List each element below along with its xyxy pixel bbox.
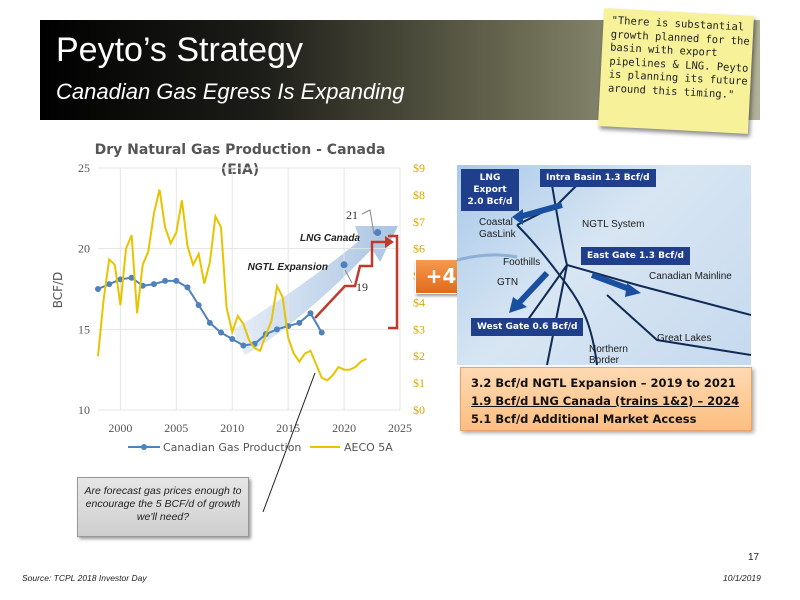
flow-arrow bbox=[514, 270, 550, 308]
pipeline-network bbox=[457, 184, 751, 365]
annotation-leader-19 bbox=[344, 269, 353, 284]
growth-step-arrow bbox=[314, 240, 385, 319]
data-point-canadian-gas-production bbox=[296, 319, 303, 326]
data-point-canadian-gas-production bbox=[128, 274, 135, 281]
y2-tick-label: $2 bbox=[413, 349, 425, 363]
pipeline-map: LNG Export 2.0 Bcf/d Intra Basin 1.3 Bcf… bbox=[457, 165, 751, 365]
summary-ngtl-line: 3.2 Bcf/d NGTL Expansion – 2019 to 2021 bbox=[471, 376, 736, 390]
gas-price-question-callout: Are forecast gas prices enough to encour… bbox=[77, 477, 249, 537]
data-point-canadian-gas-production bbox=[307, 310, 314, 317]
pipeline-line bbox=[606, 294, 751, 356]
data-point-canadian-gas-production bbox=[106, 281, 113, 288]
slide-date: 10/1/2019 bbox=[723, 573, 761, 583]
y2-tick-label: $0 bbox=[413, 403, 425, 417]
east-gate-box: East Gate 1.3 Bcf/d bbox=[581, 247, 690, 265]
growth-trend-arrow bbox=[232, 226, 398, 355]
data-point-canadian-gas-production bbox=[150, 281, 157, 288]
growth-step-arrowhead bbox=[385, 236, 394, 248]
y2-tick-label: $7 bbox=[413, 215, 425, 229]
y-tick-label: 10 bbox=[78, 403, 90, 417]
y2-tick-label: $8 bbox=[413, 188, 425, 202]
page-number: 17 bbox=[748, 552, 760, 563]
y2-tick-label: $3 bbox=[413, 322, 425, 336]
data-point-canadian-gas-production bbox=[206, 319, 213, 326]
y-tick-label: 25 bbox=[78, 161, 90, 175]
data-point-canadian-gas-production bbox=[173, 277, 180, 284]
summary-lng-line: 1.9 Bcf/d LNG Canada (trains 1&2) – 2024 bbox=[471, 394, 740, 408]
intra-basin-box: Intra Basin 1.3 Bcf/d bbox=[540, 169, 656, 187]
y2-tick-label: $6 bbox=[413, 242, 425, 256]
y2-tick-label: $9 bbox=[413, 161, 425, 175]
x-tick-label: 2010 bbox=[220, 421, 244, 435]
map-label-ngtl-system: NGTL System bbox=[582, 219, 645, 230]
y2-tick-label: $4 bbox=[413, 295, 425, 309]
series-line-aeco-5a bbox=[97, 189, 367, 382]
flow-arrowhead bbox=[509, 297, 527, 313]
legend-label-production: Canadian Gas Production bbox=[163, 441, 301, 454]
slide-title: Peyto’s Strategy bbox=[56, 31, 303, 69]
data-point-canadian-gas-production bbox=[195, 302, 202, 309]
map-label-foothills: Foothills bbox=[503, 257, 541, 268]
pipeline-line bbox=[457, 253, 518, 262]
data-point-canadian-gas-production bbox=[273, 326, 280, 333]
flow-arrowhead bbox=[625, 283, 641, 297]
chart-title: Dry Natural Gas Production - Canada (EIA… bbox=[94, 142, 386, 178]
annotation-value-21: 21 bbox=[346, 208, 358, 222]
pipeline-line bbox=[516, 224, 598, 365]
x-tick-label: 2015 bbox=[276, 421, 300, 435]
map-label-northern-border: Northern Border bbox=[589, 344, 628, 365]
data-point-canadian-gas-production bbox=[229, 336, 236, 343]
y-tick-label: 15 bbox=[78, 322, 90, 336]
callout-pointer bbox=[262, 372, 316, 513]
legend-marker-production bbox=[141, 444, 147, 450]
forecast-point-ngtl bbox=[340, 261, 348, 269]
west-gate-box: West Gate 0.6 Bcf/d bbox=[471, 318, 584, 336]
callout-text: Are forecast gas prices enough to encour… bbox=[84, 485, 242, 523]
data-point-canadian-gas-production bbox=[95, 286, 101, 292]
flow-arrow bbox=[590, 272, 634, 293]
data-point-canadian-gas-production bbox=[162, 277, 169, 284]
summary-total-line: 5.1 Bcf/d Additional Market Access bbox=[471, 412, 697, 426]
annotation-leader-21 bbox=[361, 209, 375, 235]
forecast-point-lng bbox=[374, 229, 382, 237]
flow-arrowhead bbox=[512, 209, 523, 225]
x-tick-label: 2000 bbox=[108, 421, 132, 435]
source-footnote: Source: TCPL 2018 Investor Day bbox=[22, 573, 147, 583]
map-label-gtn: GTN bbox=[497, 277, 519, 288]
market-access-summary: 3.2 Bcf/d NGTL Expansion – 2019 to 2021 … bbox=[460, 367, 752, 431]
x-tick-label: 2025 bbox=[388, 421, 412, 435]
annotation-ngtl-expansion: NGTL Expansion bbox=[248, 262, 328, 273]
annotation-value-19: 19 bbox=[356, 280, 368, 294]
y-tick-label: 20 bbox=[78, 242, 90, 256]
data-point-canadian-gas-production bbox=[240, 342, 247, 349]
pipeline-line bbox=[551, 184, 751, 316]
data-point-canadian-gas-production bbox=[218, 329, 225, 336]
annotation-lng-canada: LNG Canada bbox=[300, 233, 360, 244]
legend-label-aeco: AECO 5A bbox=[344, 441, 393, 454]
growth-bracket bbox=[388, 234, 399, 330]
data-point-canadian-gas-production bbox=[184, 284, 191, 291]
x-tick-label: 2005 bbox=[164, 421, 188, 435]
y-axis-title: BCF/D bbox=[51, 272, 65, 309]
map-label-canadian-mainline: Canadian Mainline bbox=[649, 271, 732, 282]
x-tick-label: 2020 bbox=[332, 421, 356, 435]
flow-arrow bbox=[518, 202, 563, 220]
map-label-great-lakes: Great Lakes bbox=[657, 333, 712, 344]
map-label-coastal-gaslink: Coastal GasLink bbox=[479, 217, 516, 240]
slide-subtitle: Canadian Gas Egress Is Expanding bbox=[56, 79, 405, 104]
data-point-canadian-gas-production bbox=[318, 329, 325, 336]
y2-tick-label: $1 bbox=[413, 376, 425, 390]
lng-export-box: LNG Export 2.0 Bcf/d bbox=[461, 169, 519, 211]
